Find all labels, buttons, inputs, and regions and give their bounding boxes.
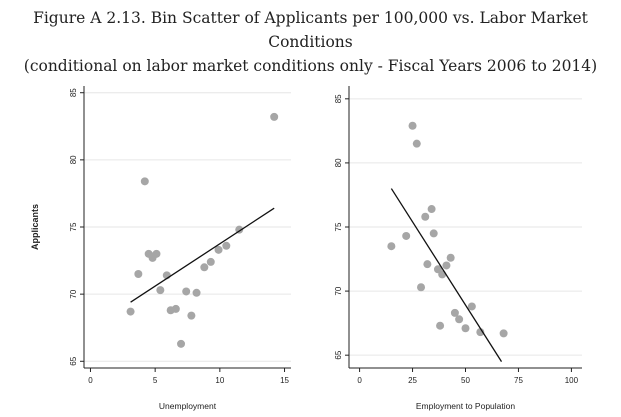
chart2-point-14 — [450, 308, 459, 317]
chart1-x-tick-label-1: 5 — [153, 376, 158, 385]
chart1-point-19 — [270, 112, 279, 121]
figure-title-line1: Figure A 2.13. Bin Scatter of Applicants… — [33, 9, 588, 51]
chart1-point-0 — [126, 307, 135, 316]
chart1-x-axis-title: Unemployment — [159, 401, 217, 411]
chart2-point-18 — [476, 328, 485, 337]
chart2-point-0 — [387, 242, 396, 251]
chart2-point-10 — [436, 321, 445, 330]
chart1-point-2 — [140, 177, 149, 186]
chart1-point-14 — [200, 263, 209, 272]
chart1-point-9 — [171, 304, 180, 313]
chart2-point-16 — [461, 324, 470, 333]
chart2-point-19 — [499, 329, 508, 338]
chart1-point-11 — [182, 287, 191, 296]
chart2-point-17 — [467, 302, 476, 311]
chart2-y-tick-label-4: 85 — [334, 94, 343, 103]
chart2-y-tick-label-0: 65 — [334, 350, 343, 359]
chart1-y-tick-label-1: 70 — [69, 289, 78, 298]
chart1-y-tick-label-3: 80 — [69, 155, 78, 164]
chart1-fit-line — [130, 207, 275, 303]
chart2-point-15 — [455, 315, 464, 324]
chart1-point-10 — [177, 339, 186, 348]
chart2-point-3 — [412, 139, 421, 148]
chart2-point-7 — [427, 205, 436, 214]
chart2-point-6 — [423, 260, 432, 269]
chart2-point-5 — [421, 212, 430, 221]
chart1-x-tick-label-2: 10 — [215, 376, 224, 385]
chart1-y-tick-label-2: 75 — [69, 222, 78, 231]
chart1-y-axis-title: Applicants — [30, 204, 40, 250]
chart2-point-4 — [417, 283, 426, 292]
chart2-y-tick-label-3: 80 — [334, 158, 343, 167]
chart1-point-6 — [156, 286, 165, 295]
chart1-point-13 — [192, 288, 201, 297]
chart2-fit-line — [390, 188, 503, 362]
chart1-x-tick-label-0: 0 — [88, 376, 93, 385]
chart2-point-2 — [408, 121, 417, 130]
chart2-x-tick-label-2: 50 — [461, 376, 470, 385]
chart2-x-tick-label-4: 100 — [565, 376, 579, 385]
chart1-x-tick-label-3: 15 — [280, 376, 289, 385]
chart2-point-12 — [442, 261, 451, 270]
chart2-y-tick-label-1: 70 — [334, 286, 343, 295]
chart2-point-13 — [446, 253, 455, 262]
chart2-x-tick-label-1: 25 — [408, 376, 417, 385]
figure-title: Figure A 2.13. Bin Scatter of Applicants… — [0, 6, 621, 78]
chart2-x-tick-label-3: 75 — [514, 376, 523, 385]
chart1-y-tick-label-0: 65 — [69, 356, 78, 365]
chart2-y-tick-label-2: 75 — [334, 222, 343, 231]
chart1-y-tick-label-4: 85 — [69, 88, 78, 97]
chart1-point-15 — [206, 257, 215, 266]
chart1-point-12 — [187, 311, 196, 320]
chart1-point-16 — [214, 245, 223, 254]
chart2-x-tick-label-0: 0 — [357, 376, 362, 385]
chart2-point-1 — [402, 231, 411, 240]
chart1-point-1 — [134, 270, 143, 278]
chart1-point-5 — [152, 249, 161, 258]
chart2-point-8 — [429, 229, 438, 238]
chart2-x-axis-title: Employment to Population — [416, 401, 515, 411]
figure-title-line2: (conditional on labor market conditions … — [23, 57, 598, 75]
chart1-point-17 — [222, 241, 231, 250]
